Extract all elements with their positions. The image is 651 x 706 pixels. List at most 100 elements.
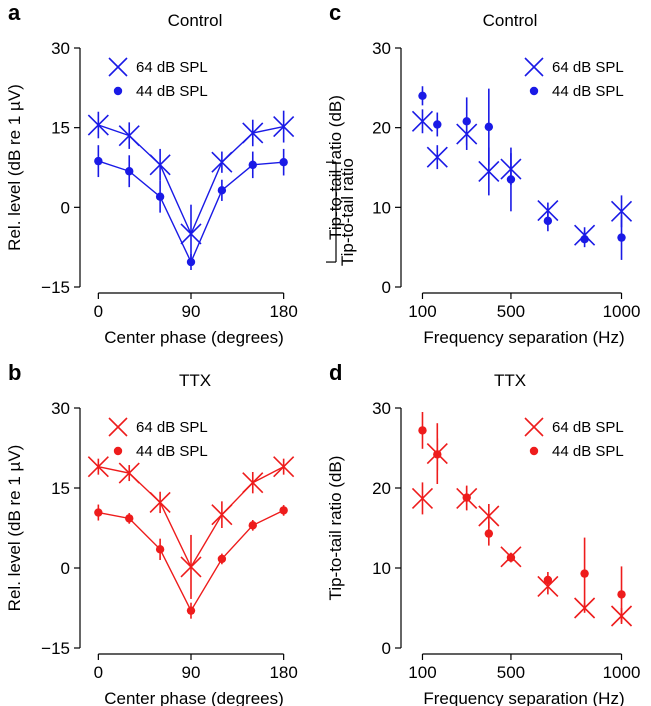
legend: 64 dB SPL 44 dB SPL [524,417,624,460]
chart-title: Control [168,11,223,30]
x-marker-stroke [426,146,448,168]
data-point-x [478,160,500,183]
x-marker-stroke [242,472,264,494]
x-marker-stroke [211,151,233,173]
legend: 64 dB SPL 44 dB SPL [524,57,624,100]
data-point-x [149,154,171,176]
series-x [87,456,295,599]
x-tick-label: 500 [497,302,525,321]
data-point-dot [433,450,442,459]
annotation-label: Tip-to-tail ratio [338,158,357,266]
data-point-dot [617,233,626,242]
data-point-dot [580,569,589,578]
x-axis-label: Frequency separation (Hz) [423,328,624,347]
legend-dot-marker [113,86,123,96]
data-point-dot [617,590,626,599]
data-point-x [273,116,295,138]
tip-to-tail-bracket: Tip-to-tail ratio [326,158,357,266]
y-tick-label: 15 [51,119,70,138]
y-tick-label: −15 [41,639,70,658]
legend-label: 64 dB SPL [136,59,208,76]
y-tick-label: 15 [51,479,70,498]
y-tick-label: 0 [61,198,70,217]
data-point-dot [248,521,257,530]
y-tick-label: 0 [61,559,70,578]
data-point-x [118,462,140,484]
x-tick-label: 0 [94,302,103,321]
series-x [411,109,633,246]
y-axis-label: Tip-to-tail ratio (dB) [326,95,345,240]
x-tick-label: 500 [497,663,525,682]
x-tick-label: 90 [182,663,201,682]
series-x [87,110,295,264]
data-point-dot [418,91,427,101]
data-point-x [87,114,109,136]
panel-letter: a [8,0,21,25]
chart-title: TTX [494,371,526,390]
data-point-dot [580,235,589,244]
y-axis-label: Rel. level (dB re 1 µV) [5,84,24,251]
x-marker-stroke [180,556,202,578]
data-point-dot [462,493,471,502]
data-point-x [610,200,633,222]
data-point-x [242,472,264,494]
x-tick-label: 1000 [603,663,641,682]
data-point-dot [543,575,553,585]
data-point-dot [155,545,165,554]
x-marker-stroke [87,456,109,478]
data-point-dot [248,160,257,170]
x-tick-label: 100 [408,302,436,321]
data-point-dot [279,506,288,515]
x-marker-stroke [118,462,140,484]
chart-title: TTX [179,371,211,390]
data-point-x [180,223,202,245]
legend-dot-marker [113,446,123,456]
data-point-dot [217,186,227,195]
data-point-dot [125,167,134,176]
x-tick-label: 100 [408,663,436,682]
y-tick-label: 30 [51,39,70,58]
data-point-dot [186,606,196,615]
data-point-dot [433,120,442,129]
x-marker-stroke [273,456,295,478]
x-marker-stroke [610,200,633,222]
data-point-x [273,456,295,478]
y-tick-label: 10 [372,559,391,578]
x-marker-stroke [242,122,264,144]
y-tick-label: 30 [51,399,70,418]
y-tick-label: 0 [382,639,391,658]
legend-x-marker [524,57,544,77]
legend-x-marker [524,417,544,437]
x-tick-label: 180 [269,302,297,321]
x-axis-label: Center phase (degrees) [104,328,284,347]
chart-title: Control [483,11,538,30]
data-point-dot [418,426,427,435]
y-tick-label: 30 [372,39,391,58]
x-marker-stroke [118,125,140,147]
y-tick-label: 20 [372,479,391,498]
panel-d: d TTX 0 10 20 30 100 500 1000 Frequency separatio… [326,360,640,706]
x-marker-stroke [273,116,295,138]
y-tick-label: 20 [372,119,391,138]
data-point-x [211,151,233,173]
x-tick-label: 180 [269,663,297,682]
data-point-x [118,125,140,147]
x-tick-label: 90 [182,302,201,321]
data-point-x [180,556,202,578]
data-point-dot [484,122,494,132]
legend-x-marker [108,57,128,77]
legend-x-marker [108,417,128,437]
data-point-dot [125,514,134,523]
data-point-dot [543,216,553,226]
data-point-dot [94,156,103,166]
data-point-dot [506,553,516,562]
legend-label: 44 dB SPL [136,83,208,100]
data-point-dot [279,157,288,167]
x-marker-stroke [478,160,500,183]
legend-label: 44 dB SPL [136,443,208,460]
data-point-dot [217,554,227,564]
x-tick-label: 0 [94,663,103,682]
data-point-dot [155,192,165,201]
x-axis-label: Center phase (degrees) [104,689,284,706]
